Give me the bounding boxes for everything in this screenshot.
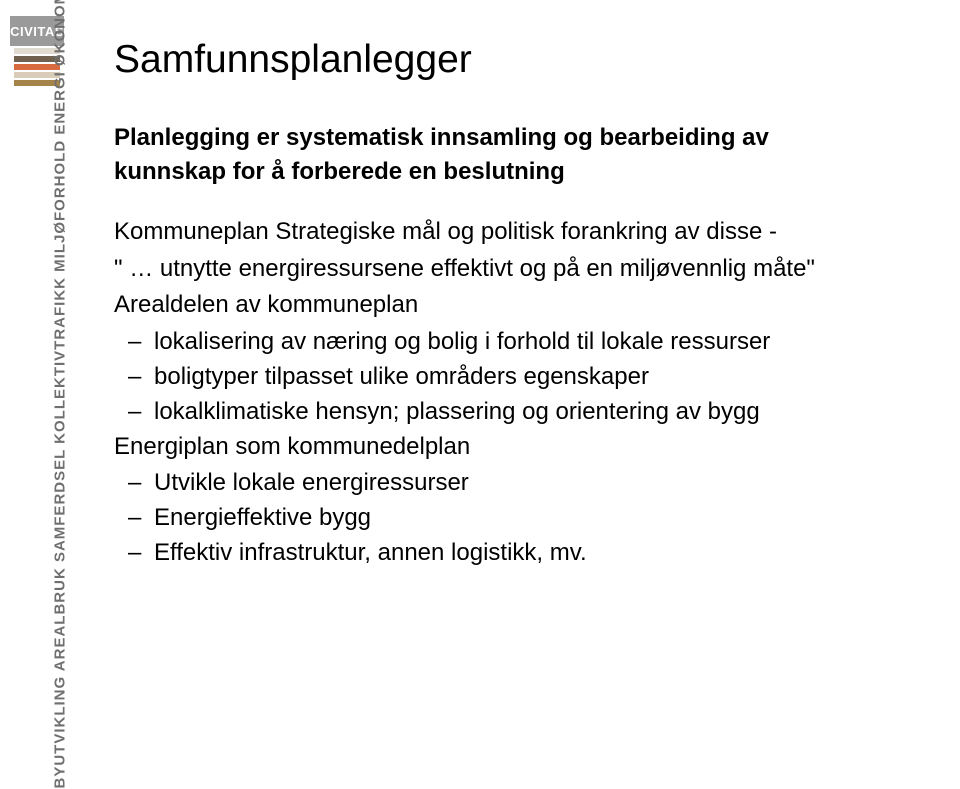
section-kommuneplan: Kommuneplan Strategiske mål og politisk …	[114, 215, 916, 250]
energiplan-list: Utvikle lokale energiressurser Energieff…	[114, 466, 916, 570]
list-item-text: Utvikle lokale energiressurser	[154, 469, 469, 496]
list-item: Effektiv infrastruktur, annen logistikk,…	[114, 536, 916, 571]
list-item: lokalklimatiske hensyn; plassering og or…	[114, 395, 916, 430]
subtitle-line: Planlegging er systematisk innsamling og…	[114, 122, 916, 154]
slide-page: CIVITAS BYUTVIKLING AREALBRUK SAMFERDSEL…	[0, 0, 960, 774]
list-item-text: Effektiv infrastruktur, annen logistikk,…	[154, 539, 587, 566]
list-item-text: lokalisering av næring og bolig i forhol…	[154, 328, 770, 355]
sidebar: CIVITAS BYUTVIKLING AREALBRUK SAMFERDSEL…	[0, 0, 74, 774]
subtitle-line: kunnskap for å forberede en beslutning	[114, 156, 916, 188]
section-arealdelen: Arealdelen av kommuneplan	[114, 288, 916, 323]
section-energiplan: Energiplan som kommunedelplan	[114, 430, 916, 465]
quote-line: " … utnytte energiressursene effektivt o…	[114, 252, 916, 287]
list-item: Energieffektive bygg	[114, 501, 916, 536]
list-item: lokalisering av næring og bolig i forhol…	[114, 325, 916, 360]
list-item: boligtyper tilpasset ulike områders egen…	[114, 360, 916, 395]
list-item-text: boligtyper tilpasset ulike områders egen…	[154, 363, 649, 390]
arealdelen-list: lokalisering av næring og bolig i forhol…	[114, 325, 916, 429]
list-item-text: lokalklimatiske hensyn; plassering og or…	[154, 398, 760, 425]
content-area: Samfunnsplanlegger Planlegging er system…	[74, 0, 960, 774]
page-title: Samfunnsplanlegger	[114, 38, 916, 82]
list-item: Utvikle lokale energiressurser	[114, 466, 916, 501]
vertical-label: BYUTVIKLING AREALBRUK SAMFERDSEL KOLLEKT…	[52, 89, 69, 789]
list-item-text: Energieffektive bygg	[154, 504, 371, 531]
body-text: Kommuneplan Strategiske mål og politisk …	[114, 215, 916, 571]
